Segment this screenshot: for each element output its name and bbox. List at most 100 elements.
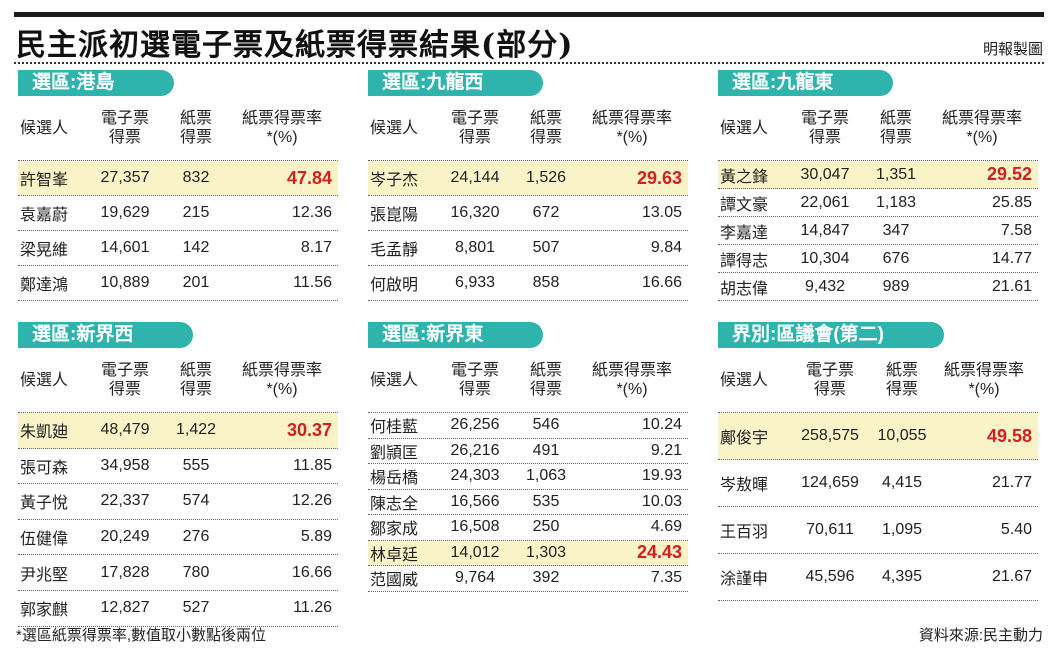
header-paper-vote-rate: 紙票得票率 *(%)	[943, 362, 1024, 398]
electronic-votes: 16,508	[450, 518, 500, 536]
paper-votes: 1,063	[525, 467, 567, 485]
paper-vote-rate: 5.89	[300, 528, 332, 546]
paper-votes: 491	[532, 441, 560, 459]
table-header: 候選人 電子票 得票 紙票 得票 紙票得票率 *(%)	[718, 348, 1038, 413]
candidate-name: 陳志全	[370, 495, 419, 513]
electronic-votes: 20,249	[100, 528, 150, 546]
panel-new-territories-west: 選區:新界西 候選人 電子票 得票 紙票 得票 紙票得票率 *(%) 朱凱廸 48,479 1,42…	[18, 322, 338, 627]
candidate-name: 譚文豪	[720, 196, 769, 214]
table-row: 陳志全 16,566 535 10.03	[368, 490, 688, 515]
electronic-votes: 27,357	[100, 169, 150, 186]
paper-vote-rate: 11.26	[293, 599, 332, 617]
header-candidate: 候選人	[20, 119, 69, 137]
table-row: 尹兆堅 17,828 780 16.66	[18, 555, 338, 591]
paper-votes: 201	[182, 274, 210, 291]
electronic-votes: 6,933	[454, 274, 496, 291]
panel-district-council-second: 界別:區議會(第二) 候選人 電子票 得票 紙票 得票 紙票得票率 *(%) 鄺俊宇 258,57…	[718, 322, 1038, 601]
table-row: 岑敖暉 124,659 4,415 21.77	[718, 460, 1038, 507]
paper-votes: 1,526	[525, 169, 567, 186]
panel-kowloon-west: 選區:九龍西 候選人 電子票 得票 紙票 得票 紙票得票率 *(%) 岑子杰 24,144 1,52…	[368, 70, 688, 301]
table-row: 王百羽 70,611 1,095 5.40	[718, 507, 1038, 554]
paper-vote-rate: 47.84	[286, 167, 332, 188]
header-electronic-votes: 電子票 得票	[805, 362, 854, 398]
paper-votes: 215	[182, 204, 210, 221]
table-row: 黃之鋒 30,047 1,351 29.52	[718, 161, 1038, 189]
table-row: 范國威 9,764 392 7.35	[368, 566, 688, 592]
electronic-votes: 12,827	[100, 599, 150, 617]
paper-votes: 535	[532, 492, 560, 510]
electronic-votes: 34,958	[100, 456, 150, 474]
paper-vote-rate: 19.93	[641, 467, 682, 485]
table-header: 候選人 電子票 得票 紙票 得票 紙票得票率 *(%)	[18, 96, 338, 161]
table-row: 張可森 34,958 555 11.85	[18, 449, 338, 485]
candidate-name: 岑子杰	[370, 172, 419, 189]
header-paper-votes: 紙票 得票	[529, 362, 562, 398]
district-label: 選區:新界西	[18, 322, 194, 348]
candidate-name: 何桂藍	[370, 419, 419, 437]
table-row: 楊岳橋 24,303 1,063 19.93	[368, 464, 688, 490]
paper-votes: 250	[532, 518, 560, 536]
paper-votes: 4,395	[881, 568, 923, 585]
candidate-name: 朱凱廸	[20, 424, 69, 442]
paper-vote-rate: 11.56	[293, 274, 332, 291]
candidate-name: 涂謹申	[720, 571, 769, 588]
candidate-name: 黃之鋒	[720, 168, 769, 186]
paper-votes: 676	[882, 249, 910, 267]
paper-votes: 392	[532, 569, 560, 587]
table-row: 涂謹申 45,596 4,395 21.67	[718, 554, 1038, 601]
table-header: 候選人 電子票 得票 紙票 得票 紙票得票率 *(%)	[18, 348, 338, 413]
paper-vote-rate: 9.84	[650, 239, 682, 256]
candidate-name: 譚得志	[720, 252, 769, 270]
paper-vote-rate: 13.05	[641, 204, 682, 221]
candidate-name: 伍健偉	[20, 531, 69, 549]
paper-vote-rate: 30.37	[286, 419, 332, 440]
paper-votes: 780	[182, 563, 210, 581]
table-row: 岑子杰 24,144 1,526 29.63	[368, 161, 688, 196]
table-row: 譚文豪 22,061 1,183 25.85	[718, 189, 1038, 217]
electronic-votes: 10,304	[800, 249, 850, 267]
electronic-votes: 9,764	[454, 569, 496, 587]
graphic-credit: 明報製圖	[982, 41, 1043, 58]
electronic-votes: 24,144	[450, 169, 500, 186]
table-header: 候選人 電子票 得票 紙票 得票 紙票得票率 *(%)	[368, 96, 688, 161]
electronic-votes: 258,575	[801, 427, 859, 444]
candidate-name: 鄭達鴻	[20, 277, 69, 294]
candidate-name: 鄺俊宇	[720, 430, 769, 447]
paper-votes: 1,422	[175, 421, 217, 439]
electronic-votes: 26,256	[450, 416, 500, 434]
header-paper-votes: 紙票 得票	[879, 110, 912, 146]
paper-vote-rate: 9.21	[650, 441, 682, 459]
header-candidate: 候選人	[370, 119, 419, 137]
table-row: 伍健偉 20,249 276 5.89	[18, 520, 338, 556]
paper-vote-rate: 16.66	[291, 563, 332, 581]
table-row: 袁嘉蔚 19,629 215 12.36	[18, 196, 338, 231]
paper-vote-rate: 12.36	[291, 204, 332, 221]
candidate-name: 楊岳橋	[370, 470, 419, 488]
candidate-name: 郭家麒	[20, 602, 69, 620]
paper-vote-rate: 21.61	[991, 277, 1032, 295]
header-electronic-votes: 電子票 得票	[450, 110, 499, 146]
table-row: 張崑陽 16,320 672 13.05	[368, 196, 688, 231]
paper-vote-rate: 29.63	[636, 167, 682, 188]
paper-vote-rate: 29.52	[986, 164, 1032, 184]
header-paper-votes: 紙票 得票	[179, 110, 212, 146]
paper-votes: 1,183	[875, 193, 917, 211]
paper-votes: 546	[532, 416, 560, 434]
candidate-name: 岑敖暉	[720, 477, 769, 494]
district-label: 選區:港島	[18, 70, 175, 96]
electronic-votes: 16,566	[450, 492, 500, 510]
electronic-votes: 22,061	[800, 193, 850, 211]
header-paper-vote-rate: 紙票得票率 *(%)	[241, 362, 322, 398]
panel-hong-kong-island: 選區:港島 候選人 電子票 得票 紙票 得票 紙票得票率 *(%) 許智峯 27,357 832 47…	[18, 70, 338, 301]
header-candidate: 候選人	[20, 371, 69, 389]
candidate-name: 梁晃維	[20, 242, 69, 259]
district-label: 選區:九龍西	[368, 70, 544, 96]
paper-vote-rate: 12.26	[291, 492, 332, 510]
paper-votes: 4,415	[881, 474, 923, 491]
candidate-name: 何啟明	[370, 277, 419, 294]
electronic-votes: 70,611	[806, 521, 854, 538]
candidate-name: 張可森	[20, 459, 69, 477]
header-candidate: 候選人	[720, 371, 769, 389]
data-source: 資料來源:民主動力	[918, 627, 1043, 644]
candidate-name: 胡志偉	[720, 280, 769, 298]
